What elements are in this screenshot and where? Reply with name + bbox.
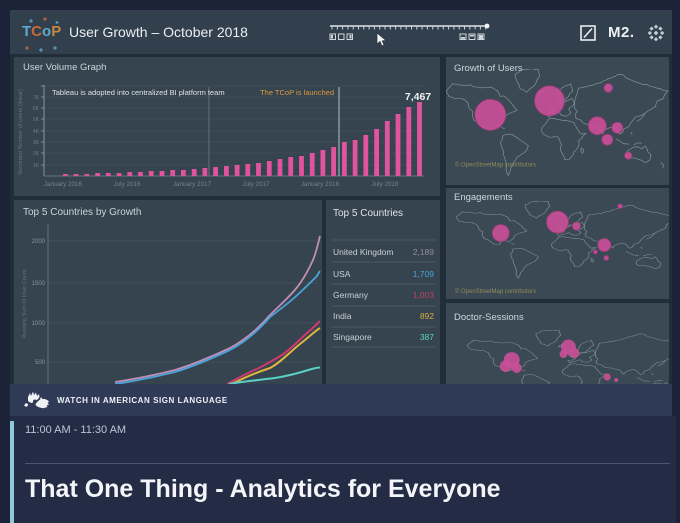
svg-text:2000: 2000 <box>32 239 46 245</box>
svg-text:USA: USA <box>333 269 351 279</box>
svg-text:7K: 7K <box>33 95 40 101</box>
svg-text:January 2018: January 2018 <box>301 181 340 188</box>
svg-text:500: 500 <box>35 360 46 366</box>
svg-text:1K: 1K <box>33 163 40 169</box>
svg-text:1000: 1000 <box>32 321 46 327</box>
svg-text:387: 387 <box>420 332 434 342</box>
svg-text:3K: 3K <box>33 140 40 146</box>
svg-text:July 2017: July 2017 <box>243 181 270 188</box>
svg-text:6K: 6K <box>33 106 40 112</box>
svg-text:2,189: 2,189 <box>413 247 435 257</box>
svg-text:Running Sum of User Count: Running Sum of User Count <box>22 269 28 338</box>
svg-text:India: India <box>333 311 352 321</box>
svg-text:4K: 4K <box>33 129 40 135</box>
svg-text:Recorded Number of Users (line: Recorded Number of Users (linear) <box>18 89 24 175</box>
svg-text:January 2016: January 2016 <box>44 181 83 188</box>
svg-text:© OpenStreetMap contributors: © OpenStreetMap contributors <box>455 288 536 295</box>
svg-text:January 2017: January 2017 <box>173 181 212 188</box>
svg-text:United Kingdom: United Kingdom <box>333 247 393 257</box>
svg-text:1,003: 1,003 <box>413 290 435 300</box>
svg-text:Germany: Germany <box>333 290 369 300</box>
svg-text:2K: 2K <box>33 151 40 157</box>
svg-text:Tableau is adopted into centra: Tableau is adopted into centralized BI p… <box>52 88 225 97</box>
svg-text:Singapore: Singapore <box>333 332 372 342</box>
svg-text:1,709: 1,709 <box>413 269 435 279</box>
svg-text:© OpenStreetMap contributors: © OpenStreetMap contributors <box>455 162 536 169</box>
svg-text:5K: 5K <box>33 117 40 123</box>
svg-text:The TCoP is launched: The TCoP is launched <box>260 88 334 97</box>
svg-text:July 2018: July 2018 <box>372 181 399 188</box>
svg-text:892: 892 <box>420 311 434 321</box>
svg-text:July 2016: July 2016 <box>114 181 141 188</box>
svg-text:7,467: 7,467 <box>405 91 431 103</box>
svg-text:1500: 1500 <box>32 281 46 287</box>
